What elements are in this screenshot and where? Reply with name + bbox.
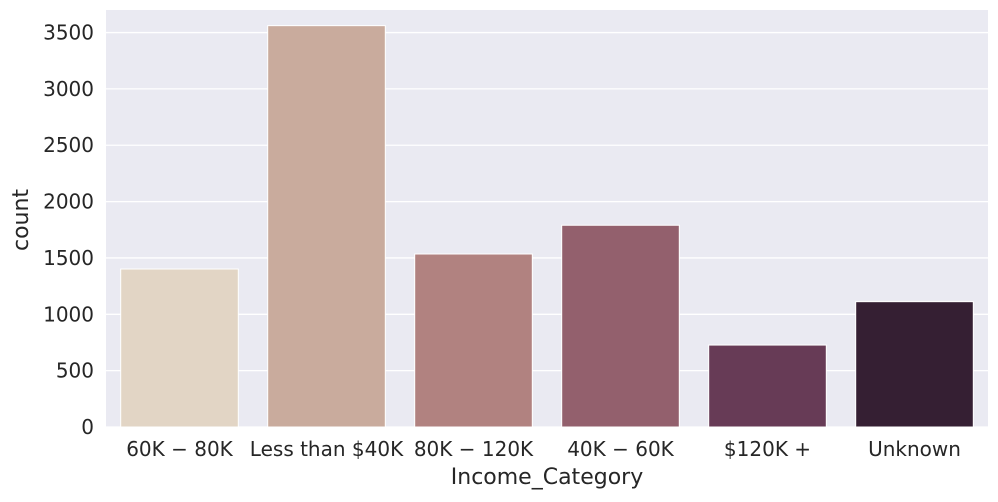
y-tick-label: 2000 [43,190,94,214]
x-tick-label: 40K − 60K [567,437,674,461]
x-tick-labels: 60K − 80K Less than $40K 80K − 120K 40K − 6… [126,437,961,461]
x-tick-label: Unknown [868,437,961,461]
x-tick-label: Less than $40K [250,437,404,461]
bar-3 [561,224,680,428]
y-tick-label: 500 [56,359,94,383]
x-tick-label: $120K + [724,437,811,461]
bar-4 [708,344,827,428]
y-tick-label: 1500 [43,246,94,270]
y-tick-label: 2500 [43,133,94,157]
bar-0 [120,268,239,428]
bar-1 [267,25,386,428]
y-axis-label: count [9,189,34,251]
y-tick-label: 3500 [43,21,94,45]
y-tick-label: 0 [81,415,94,439]
y-tick-label: 1000 [43,302,94,326]
x-tick-label: 80K − 120K [414,437,534,461]
grid-lines [106,31,988,428]
x-axis-label: Income_Category [451,465,643,490]
y-tick-label: 3000 [43,77,94,101]
bar-5 [855,301,974,428]
x-tick-label: 60K − 80K [126,437,233,461]
plot-area [106,10,988,427]
y-tick-labels: 0 500 1000 1500 2000 2500 3000 3500 [43,21,94,439]
bars [120,25,974,428]
bar-2 [414,253,533,428]
